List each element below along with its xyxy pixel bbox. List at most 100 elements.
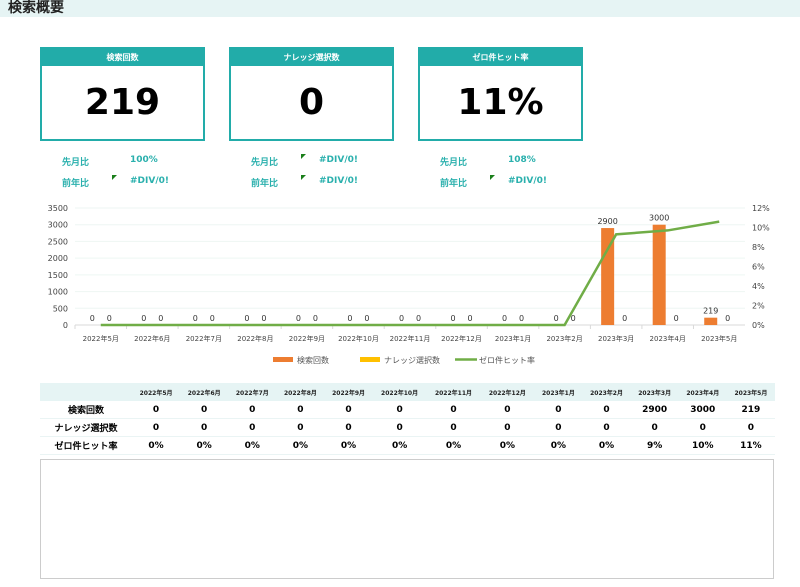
data-label: 0 bbox=[261, 314, 266, 323]
y-tick-label: 2000 bbox=[48, 254, 68, 263]
table-cell: 0% bbox=[132, 436, 181, 455]
table-cell: 219 bbox=[726, 401, 775, 419]
data-label: 2900 bbox=[597, 217, 617, 226]
table-cell: 0 bbox=[132, 401, 181, 419]
error-indicator-icon bbox=[301, 175, 306, 180]
legend-swatch bbox=[273, 357, 293, 362]
yoy-value: #DIV/0! bbox=[319, 176, 358, 186]
data-label: 0 bbox=[502, 314, 507, 323]
x-tick-label: 2022年10月 bbox=[338, 334, 379, 343]
notes-area[interactable] bbox=[40, 459, 774, 579]
kpi-card: ナレッジ選択数 0 bbox=[229, 47, 394, 141]
table-row: ゼロ件ヒット率 0% 0% 0% 0% 0% 0% 0% 0% 0% 0% 9% 10% 11% bbox=[40, 436, 775, 455]
table-cell: 0% bbox=[324, 436, 373, 455]
table-cell: 0 bbox=[324, 401, 373, 419]
x-tick-label: 2022年5月 bbox=[83, 334, 119, 343]
column-header: 2023年2月 bbox=[582, 383, 631, 401]
bar-search bbox=[652, 224, 666, 325]
data-label: 0 bbox=[622, 314, 627, 323]
table-cell: 0 bbox=[324, 418, 373, 437]
yoy-value: #DIV/0! bbox=[130, 176, 169, 186]
data-label: 0 bbox=[90, 314, 95, 323]
x-tick-label: 2023年5月 bbox=[701, 334, 737, 343]
data-label: 0 bbox=[244, 314, 249, 323]
table-cell: 9% bbox=[630, 436, 679, 455]
yoy-value: #DIV/0! bbox=[508, 176, 547, 186]
kpi-label: 検索回数 bbox=[42, 49, 203, 66]
table-cell: 0 bbox=[630, 418, 679, 437]
page-title: 検索概要 bbox=[8, 0, 64, 16]
x-tick-label: 2022年6月 bbox=[134, 334, 170, 343]
table-row: ナレッジ選択数 0 0 0 0 0 0 0 0 0 0 0 0 0 bbox=[40, 418, 775, 437]
kpi-card: 検索回数 219 bbox=[40, 47, 205, 141]
data-label: 0 bbox=[554, 314, 559, 323]
column-header: 2022年7月 bbox=[228, 383, 277, 401]
y2-tick-label: 10% bbox=[752, 224, 770, 233]
table-cell: 0 bbox=[276, 418, 325, 437]
x-tick-label: 2022年7月 bbox=[186, 334, 222, 343]
data-label: 0 bbox=[467, 314, 472, 323]
table-cell: 0% bbox=[180, 436, 229, 455]
table-cell: 0 bbox=[480, 418, 535, 437]
mom-label: 先月比 bbox=[440, 158, 468, 168]
column-header: 2023年5月 bbox=[726, 383, 775, 401]
column-header: 2022年5月 bbox=[132, 383, 181, 401]
column-header: 2023年4月 bbox=[678, 383, 727, 401]
error-indicator-icon bbox=[490, 175, 495, 180]
kpi-card: ゼロ件ヒット率 11% bbox=[418, 47, 583, 141]
data-label: 0 bbox=[571, 314, 576, 323]
yoy-label: 前年比 bbox=[251, 179, 279, 189]
table-cell: 0 bbox=[726, 418, 775, 437]
kpi-value: 219 bbox=[84, 82, 161, 123]
x-tick-label: 2022年9月 bbox=[289, 334, 325, 343]
kpi-label: ナレッジ選択数 bbox=[231, 49, 392, 66]
y-tick-label: 2500 bbox=[48, 237, 68, 246]
error-indicator-icon bbox=[301, 154, 306, 159]
y-tick-label: 3500 bbox=[48, 204, 68, 213]
table-row: 検索回数 0 0 0 0 0 0 0 0 0 0 2900 3000 219 bbox=[40, 401, 775, 419]
column-header: 2022年12月 bbox=[480, 383, 535, 401]
column-header: 2022年10月 bbox=[372, 383, 427, 401]
column-header: 2022年9月 bbox=[324, 383, 373, 401]
corner-cell bbox=[40, 383, 132, 401]
table-cell: 2900 bbox=[630, 401, 679, 419]
legend-label: 検索回数 bbox=[297, 355, 329, 365]
table-cell: 0% bbox=[426, 436, 481, 455]
yoy-label: 前年比 bbox=[62, 179, 90, 189]
row-label: ゼロ件ヒット率 bbox=[40, 436, 132, 455]
table-cell: 0 bbox=[534, 401, 583, 419]
data-label: 0 bbox=[347, 314, 352, 323]
column-header: 2023年1月 bbox=[534, 383, 583, 401]
title-bar: 検索概要 bbox=[0, 0, 800, 17]
data-table: 2022年5月 2022年6月 2022年7月 2022年8月 2022年9月 2022年… bbox=[40, 383, 775, 455]
table-cell: 0% bbox=[534, 436, 583, 455]
combo-chart: 0 500 1000 1500 2000 2500 3000 3500 0% 2% 4% 6% 8% 10… bbox=[48, 204, 771, 365]
mom-value: 108% bbox=[508, 155, 536, 165]
y-tick-label: 1000 bbox=[48, 288, 68, 297]
x-tick-label: 2023年3月 bbox=[598, 334, 634, 343]
legend-swatch bbox=[360, 357, 380, 362]
table-cell: 0 bbox=[228, 418, 277, 437]
mom-label: 先月比 bbox=[251, 158, 279, 168]
x-tick-label: 2022年11月 bbox=[390, 334, 431, 343]
y2-tick-label: 6% bbox=[752, 263, 765, 272]
table-cell: 0% bbox=[582, 436, 631, 455]
kpi-value: 0 bbox=[298, 82, 325, 123]
y-tick-label: 0 bbox=[63, 321, 68, 330]
table-cell: 0 bbox=[180, 401, 229, 419]
kpi-value: 11% bbox=[457, 82, 544, 123]
bar-search bbox=[601, 228, 615, 325]
data-label: 0 bbox=[141, 314, 146, 323]
data-label: 0 bbox=[158, 314, 163, 323]
table-cell: 0 bbox=[180, 418, 229, 437]
data-label: 0 bbox=[416, 314, 421, 323]
mom-value: #DIV/0! bbox=[319, 155, 358, 165]
mom-label: 先月比 bbox=[62, 158, 90, 168]
table-cell: 0 bbox=[426, 418, 481, 437]
table-cell: 0 bbox=[372, 401, 427, 419]
data-label: 0 bbox=[364, 314, 369, 323]
column-header: 2022年8月 bbox=[276, 383, 325, 401]
y2-tick-label: 8% bbox=[752, 243, 765, 252]
data-label: 0 bbox=[725, 314, 730, 323]
column-header: 2023年3月 bbox=[630, 383, 679, 401]
